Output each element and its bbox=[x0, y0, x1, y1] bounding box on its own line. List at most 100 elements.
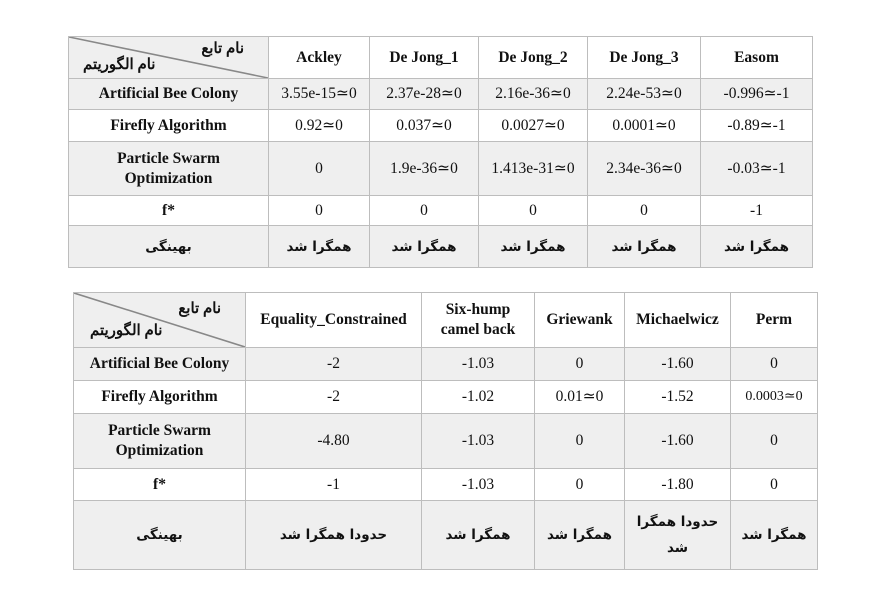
table-row: Artificial Bee Colony 3.55e-15≃0 2.37e-2… bbox=[68, 78, 813, 110]
column-header-line: Six-hump bbox=[445, 301, 511, 318]
table-cell: حدودا همگرا شد bbox=[624, 500, 731, 570]
column-header: De Jong_2 bbox=[478, 36, 588, 79]
table-cell: همگرا شد bbox=[587, 225, 701, 268]
table-cell: -1.60 bbox=[624, 413, 731, 469]
table-cell: همگرا شد bbox=[421, 500, 535, 570]
table-row: Firefly Algorithm 0.92≃0 0.037≃0 0.0027≃… bbox=[68, 109, 813, 142]
table-cell: 0 bbox=[268, 141, 370, 196]
table-cell: 1.9e-36≃0 bbox=[369, 141, 479, 196]
row-label-line: Particle Swarm bbox=[108, 422, 211, 439]
diagonal-divider bbox=[69, 37, 268, 78]
table-cell: -1.03 bbox=[421, 347, 535, 381]
table-cell: -1.03 bbox=[421, 413, 535, 469]
row-label: Particle Swarm Optimization bbox=[73, 413, 246, 469]
table-cell: 2.16e-36≃0 bbox=[478, 78, 588, 110]
table-cell: 0 bbox=[730, 413, 818, 469]
table-cell: همگرا شد bbox=[700, 225, 813, 268]
table-cell: -1.60 bbox=[624, 347, 731, 381]
table-row: Particle Swarm Optimization -4.80 -1.03 … bbox=[73, 413, 818, 469]
table-cell: -0.89≃-1 bbox=[700, 109, 813, 142]
row-label-line: Particle Swarm bbox=[117, 149, 220, 167]
table-cell: -2 bbox=[245, 347, 422, 381]
column-header: Michaelwicz bbox=[624, 292, 731, 348]
table-row: f* -1 -1.03 0 -1.80 0 bbox=[73, 468, 818, 501]
table-cell: همگرا شد bbox=[268, 225, 370, 268]
table-cell: 0 bbox=[587, 195, 701, 226]
column-header: Ackley bbox=[268, 36, 370, 79]
table-row: Particle Swarm Optimization 0 1.9e-36≃0 … bbox=[68, 141, 813, 196]
table-cell: 0 bbox=[534, 347, 625, 381]
table-cell: 0 bbox=[478, 195, 588, 226]
table-cell: -0.03≃-1 bbox=[700, 141, 813, 196]
table-header-row: نام تابع نام الگوریتم Ackley De Jong_1 D… bbox=[68, 36, 813, 79]
table-cell: 0.01≃0 bbox=[534, 380, 625, 414]
table-cell-line: حدودا همگرا bbox=[636, 514, 719, 530]
table-cell: -1.02 bbox=[421, 380, 535, 414]
row-label: Particle Swarm Optimization bbox=[68, 141, 269, 196]
column-header-line: camel back bbox=[440, 321, 516, 338]
table-cell: 1.413e-31≃0 bbox=[478, 141, 588, 196]
column-header: Six-hump camel back bbox=[421, 292, 535, 348]
row-label: Firefly Algorithm bbox=[73, 380, 246, 414]
table-cell: 0.92≃0 bbox=[268, 109, 370, 142]
row-label: f* bbox=[73, 468, 246, 501]
table-cell: 0 bbox=[730, 468, 818, 501]
table-cell: 0.0027≃0 bbox=[478, 109, 588, 142]
row-label: Artificial Bee Colony bbox=[73, 347, 246, 381]
table-row: Artificial Bee Colony -2 -1.03 0 -1.60 0 bbox=[73, 347, 818, 381]
column-header: De Jong_1 bbox=[369, 36, 479, 79]
column-header: De Jong_3 bbox=[587, 36, 701, 79]
table-cell: حدودا همگرا شد bbox=[245, 500, 422, 570]
table-cell: 0 bbox=[534, 468, 625, 501]
results-table-2: نام تابع نام الگوریتم Equality_Constrain… bbox=[73, 292, 818, 570]
column-header: Equality_Constrained bbox=[245, 292, 422, 348]
diagonal-header-cell: نام تابع نام الگوریتم bbox=[73, 292, 246, 348]
table-row: f* 0 0 0 0 -1 bbox=[68, 195, 813, 226]
diagonal-header-cell: نام تابع نام الگوریتم bbox=[68, 36, 269, 79]
table-cell: 0.037≃0 bbox=[369, 109, 479, 142]
column-header: Easom bbox=[700, 36, 813, 79]
table-cell: 0 bbox=[534, 413, 625, 469]
algorithm-name-label: نام الگوریتم bbox=[90, 323, 163, 339]
table-cell: 2.24e-53≃0 bbox=[587, 78, 701, 110]
table-cell: همگرا شد bbox=[369, 225, 479, 268]
function-name-label: نام تابع bbox=[178, 301, 221, 317]
table-cell: -1 bbox=[245, 468, 422, 501]
table-cell: -0.996≃-1 bbox=[700, 78, 813, 110]
row-label: f* bbox=[68, 195, 269, 226]
table-row: بهینگی حدودا همگرا شد همگرا شد همگرا شد … bbox=[73, 500, 818, 570]
table-cell: -4.80 bbox=[245, 413, 422, 469]
table-cell: 0 bbox=[268, 195, 370, 226]
table-row: Firefly Algorithm -2 -1.02 0.01≃0 -1.52 … bbox=[73, 380, 818, 414]
row-label: بهینگی bbox=[73, 500, 246, 570]
table-cell: -1 bbox=[700, 195, 813, 226]
table-cell: -1.52 bbox=[624, 380, 731, 414]
table-cell: همگرا شد bbox=[730, 500, 818, 570]
diagonal-divider bbox=[74, 293, 245, 347]
table-cell: 0.0001≃0 bbox=[587, 109, 701, 142]
table-cell: 0.0003≃0 bbox=[730, 380, 818, 414]
row-label-line: Optimization bbox=[124, 169, 213, 187]
table-cell: -1.80 bbox=[624, 468, 731, 501]
table-cell: -1.03 bbox=[421, 468, 535, 501]
table-cell: 2.37e-28≃0 bbox=[369, 78, 479, 110]
column-header: Perm bbox=[730, 292, 818, 348]
row-label: Firefly Algorithm bbox=[68, 109, 269, 142]
table-cell: 0 bbox=[369, 195, 479, 226]
row-label: بهینگی bbox=[68, 225, 269, 268]
table-cell: 3.55e-15≃0 bbox=[268, 78, 370, 110]
results-table-1: نام تابع نام الگوریتم Ackley De Jong_1 D… bbox=[68, 36, 813, 268]
row-label: Artificial Bee Colony bbox=[68, 78, 269, 110]
table-cell: -2 bbox=[245, 380, 422, 414]
column-header: Griewank bbox=[534, 292, 625, 348]
table-cell: همگرا شد bbox=[478, 225, 588, 268]
algorithm-name-label: نام الگوریتم bbox=[83, 57, 156, 73]
row-label-line: Optimization bbox=[115, 442, 204, 459]
function-name-label: نام تابع bbox=[201, 41, 244, 57]
table-cell-line: شد bbox=[666, 540, 689, 556]
table-cell: همگرا شد bbox=[534, 500, 625, 570]
table-row: بهینگی همگرا شد همگرا شد همگرا شد همگرا … bbox=[68, 225, 813, 268]
table-header-row: نام تابع نام الگوریتم Equality_Constrain… bbox=[73, 292, 818, 348]
table-cell: 0 bbox=[730, 347, 818, 381]
table-cell: 2.34e-36≃0 bbox=[587, 141, 701, 196]
